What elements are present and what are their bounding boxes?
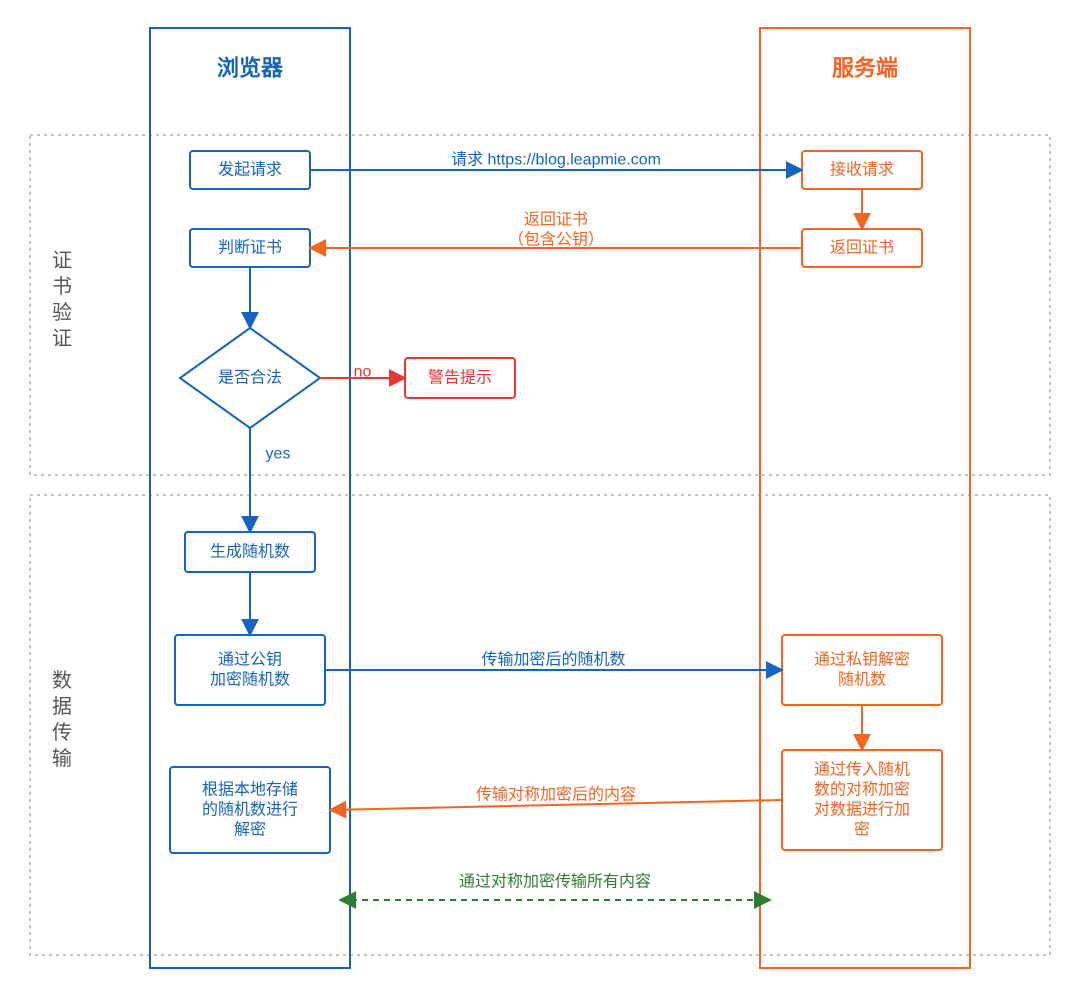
phase-label-verify: 验 — [52, 301, 72, 324]
node-n6: 警告提示 — [405, 358, 515, 398]
phase-label-transfer: 据 — [52, 695, 72, 718]
phase-label-transfer: 数 — [52, 669, 72, 692]
node-n2: 接收请求 — [802, 151, 922, 189]
svg-text:加密随机数: 加密随机数 — [210, 671, 290, 689]
span-symmetric-encryption: 通过对称加密传输所有内容 — [340, 873, 770, 901]
svg-text:发起请求: 发起请求 — [218, 161, 282, 179]
edge-label-e3: （包含公钥） — [508, 231, 604, 249]
svg-text:解密: 解密 — [234, 821, 266, 839]
node-n8: 通过公钥加密随机数 — [175, 635, 325, 705]
https-flowchart: 证书验证数据传输浏览器服务端发起请求接收请求返回证书判断证书是否合法警告提示生成… — [0, 0, 1080, 993]
phase-label-verify: 证 — [52, 249, 72, 272]
svg-text:随机数: 随机数 — [838, 671, 886, 689]
edges: 请求 https://blog.leapmie.com 返回证书 （包含公钥） no y… — [250, 151, 862, 811]
edge-label-e3: 返回证书 — [524, 211, 588, 229]
svg-text:的随机数进行: 的随机数进行 — [202, 801, 298, 819]
svg-text:对数据进行加: 对数据进行加 — [814, 801, 910, 819]
svg-text:判断证书: 判断证书 — [218, 239, 282, 257]
svg-text:数的对称加密: 数的对称加密 — [814, 781, 910, 799]
phase-label-verify: 证 — [52, 327, 72, 350]
phase-label-verify: 书 — [52, 275, 72, 298]
swimlane-title-browser: 浏览器 — [217, 56, 284, 81]
node-n9: 通过私钥解密随机数 — [782, 635, 942, 705]
svg-text:生成随机数: 生成随机数 — [210, 543, 290, 561]
nodes: 发起请求接收请求返回证书判断证书是否合法警告提示生成随机数通过公钥加密随机数通过… — [170, 151, 942, 853]
node-n1: 发起请求 — [190, 151, 310, 189]
svg-text:是否合法: 是否合法 — [218, 369, 282, 387]
svg-text:密: 密 — [854, 821, 870, 839]
svg-text:通过公钥: 通过公钥 — [218, 651, 282, 669]
svg-text:根据本地存储: 根据本地存储 — [202, 781, 298, 799]
edge-label-e6: yes — [266, 446, 291, 463]
svg-text:通过对称加密传输所有内容: 通过对称加密传输所有内容 — [459, 873, 651, 891]
svg-text:返回证书: 返回证书 — [830, 239, 894, 257]
node-n5: 是否合法 — [180, 328, 320, 428]
svg-text:接收请求: 接收请求 — [830, 161, 894, 179]
node-n7: 生成随机数 — [185, 532, 315, 572]
edge-label-e1: 请求 https://blog.leapmie.com — [451, 151, 661, 169]
node-n11: 通过传入随机数的对称加密对数据进行加密 — [782, 750, 942, 850]
node-n3: 返回证书 — [802, 229, 922, 267]
phase-label-transfer: 传 — [52, 721, 72, 744]
edge-label-e8: 传输加密后的随机数 — [481, 651, 625, 669]
svg-text:警告提示: 警告提示 — [428, 369, 492, 387]
swimlane-title-server: 服务端 — [832, 56, 898, 81]
phase-label-transfer: 输 — [52, 747, 72, 770]
node-n4: 判断证书 — [190, 229, 310, 267]
svg-text:通过私钥解密: 通过私钥解密 — [814, 651, 910, 669]
edge-label-e10: 传输对称加密后的内容 — [476, 786, 636, 804]
svg-text:通过传入随机: 通过传入随机 — [814, 761, 910, 779]
node-n10: 根据本地存储的随机数进行解密 — [170, 767, 330, 853]
edge-label-e5: no — [354, 364, 372, 381]
